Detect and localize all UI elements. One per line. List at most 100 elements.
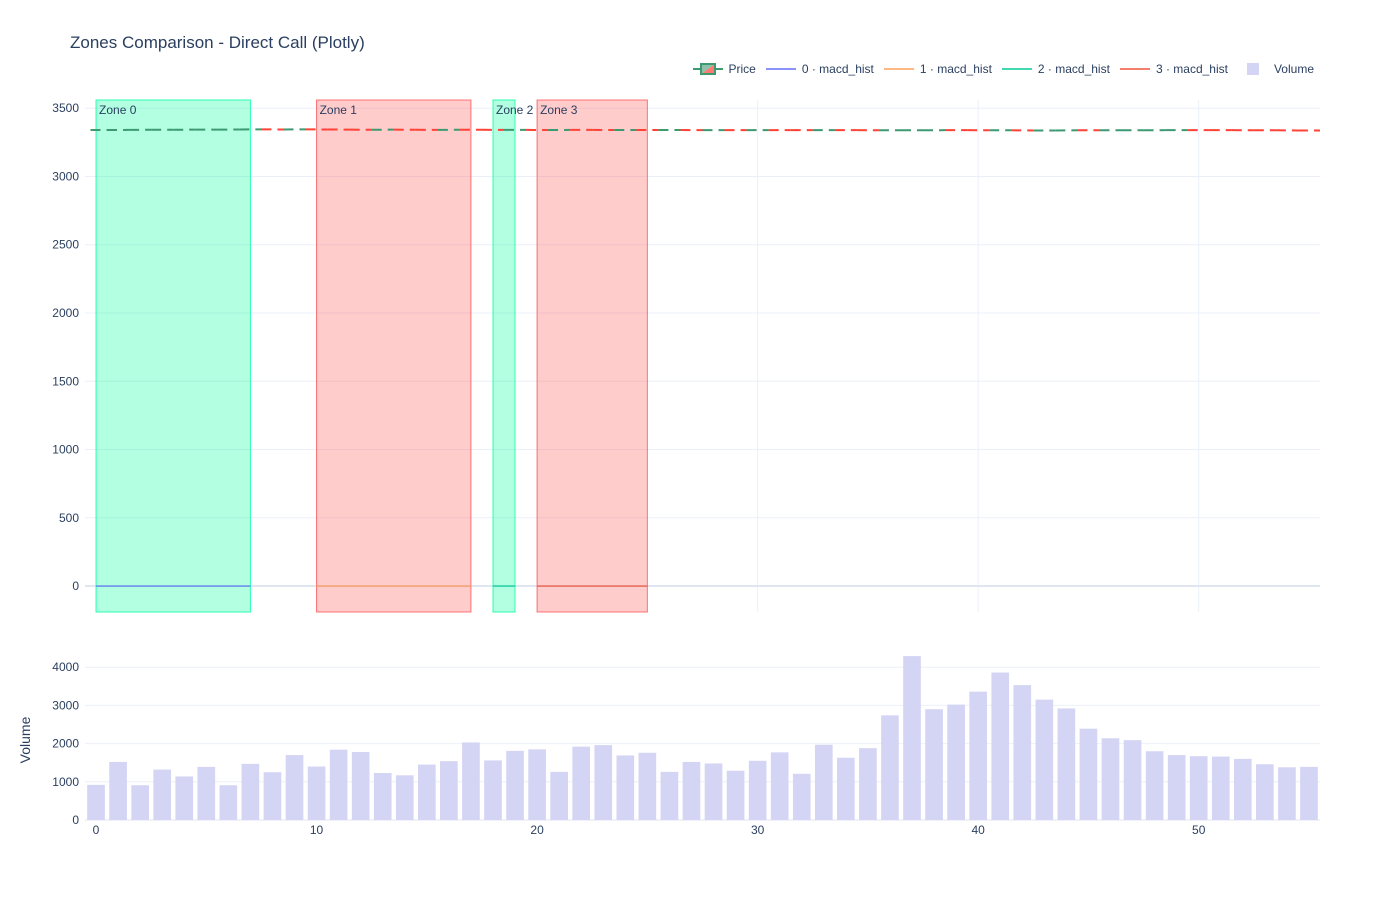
price-ytick-2000: 2000 bbox=[52, 306, 79, 320]
volume-bar-55 bbox=[1300, 766, 1318, 820]
legend-label-5: Volume bbox=[1273, 62, 1314, 76]
volume-bar-27 bbox=[682, 761, 701, 820]
volume-xtick-30: 30 bbox=[751, 823, 765, 837]
volume-bar-12 bbox=[351, 752, 370, 820]
volume-bar-8 bbox=[263, 772, 282, 820]
volume-bar-2 bbox=[131, 785, 149, 820]
legend-item-1[interactable]: 0 · macd_hist bbox=[765, 62, 874, 76]
volume-bar-51 bbox=[1211, 756, 1230, 820]
volume-bar-23 bbox=[594, 745, 613, 820]
legend-label-3: 2 · macd_hist bbox=[1037, 62, 1110, 76]
volume-ytick-0: 0 bbox=[72, 813, 79, 827]
volume-bar-4 bbox=[175, 776, 194, 820]
legend-item-5[interactable]: Volume bbox=[1238, 62, 1314, 76]
volume-xtick-0: 0 bbox=[93, 823, 100, 837]
legend-label-4: 3 · macd_hist bbox=[1155, 62, 1228, 76]
volume-bar-24 bbox=[616, 755, 635, 820]
price-ytick-2500: 2500 bbox=[52, 238, 79, 252]
volume-bar-42 bbox=[1013, 685, 1032, 820]
legend-label-2: 1 · macd_hist bbox=[919, 62, 992, 76]
volume-bar-17 bbox=[462, 742, 480, 820]
zone-label-2: Zone 2 bbox=[496, 103, 534, 117]
volume-bar-9 bbox=[285, 755, 304, 820]
volume-bar-15 bbox=[418, 764, 436, 820]
volume-bar-1 bbox=[109, 761, 127, 820]
volume-bar-29 bbox=[726, 770, 745, 820]
zone-label-1: Zone 1 bbox=[320, 103, 358, 117]
zone-rect-1 bbox=[316, 99, 472, 613]
legend-item-3[interactable]: 2 · macd_hist bbox=[1001, 62, 1110, 76]
legend-swatch-5 bbox=[1246, 63, 1259, 75]
volume-bar-49 bbox=[1167, 755, 1186, 820]
volume-bar-22 bbox=[572, 746, 591, 820]
volume-bar-33 bbox=[814, 744, 833, 820]
legend-label-1: 0 · macd_hist bbox=[801, 62, 874, 76]
volume-bar-50 bbox=[1189, 756, 1208, 820]
volume-bar-35 bbox=[859, 748, 877, 820]
volume-bar-13 bbox=[373, 773, 392, 820]
volume-bar-31 bbox=[770, 752, 789, 820]
price-ytick-0: 0 bbox=[72, 579, 79, 593]
volume-bar-18 bbox=[484, 760, 502, 820]
volume-xtick-40: 40 bbox=[971, 823, 985, 837]
volume-bar-40 bbox=[969, 691, 987, 820]
volume-bar-11 bbox=[329, 749, 348, 820]
volume-bar-21 bbox=[550, 771, 568, 820]
legend-item-2[interactable]: 1 · macd_hist bbox=[883, 62, 992, 76]
volume-bar-54 bbox=[1278, 767, 1296, 820]
volume-bar-20 bbox=[528, 749, 546, 820]
legend-item-4[interactable]: 3 · macd_hist bbox=[1119, 62, 1228, 76]
volume-bar-16 bbox=[440, 761, 458, 820]
volume-bar-10 bbox=[307, 766, 326, 820]
chart-title: Zones Comparison - Direct Call (Plotly) bbox=[70, 33, 365, 52]
volume-bar-25 bbox=[638, 752, 657, 820]
legend-swatch-3 bbox=[1001, 68, 1032, 70]
volume-xtick-10: 10 bbox=[310, 823, 324, 837]
volume-bar-7 bbox=[241, 763, 260, 820]
volume-bar-19 bbox=[506, 750, 524, 820]
volume-bar-34 bbox=[837, 757, 855, 820]
legend-swatch-2 bbox=[883, 68, 914, 70]
zone-label-0: Zone 0 bbox=[99, 103, 137, 117]
volume-bar-46 bbox=[1101, 738, 1120, 820]
volume-bar-26 bbox=[660, 771, 679, 820]
volume-bar-48 bbox=[1145, 751, 1164, 820]
volume-bar-37 bbox=[903, 656, 921, 820]
volume-bar-47 bbox=[1123, 740, 1142, 820]
volume-ytick-2000: 2000 bbox=[52, 737, 79, 751]
volume-bar-0 bbox=[87, 784, 105, 820]
price-ytick-1500: 1500 bbox=[52, 374, 79, 388]
volume-bar-44 bbox=[1057, 708, 1076, 820]
price-ytick-3500: 3500 bbox=[52, 101, 79, 115]
volume-bar-32 bbox=[792, 773, 811, 820]
volume-xtick-50: 50 bbox=[1192, 823, 1206, 837]
volume-bar-45 bbox=[1079, 728, 1098, 820]
legend-swatch-0 bbox=[692, 63, 723, 75]
volume-bar-52 bbox=[1233, 758, 1252, 820]
zone-label-3: Zone 3 bbox=[540, 103, 578, 117]
legend-swatch-4 bbox=[1119, 68, 1150, 70]
volume-bar-41 bbox=[991, 672, 1010, 820]
zone-rect-3 bbox=[536, 99, 648, 613]
volume-bar-43 bbox=[1035, 699, 1054, 820]
volume-xtick-20: 20 bbox=[530, 823, 544, 837]
volume-ytick-3000: 3000 bbox=[52, 698, 79, 712]
zone-rect-0 bbox=[95, 99, 251, 613]
zone-rect-2 bbox=[492, 99, 516, 613]
volume-ytick-1000: 1000 bbox=[52, 775, 79, 789]
volume-bar-6 bbox=[219, 785, 238, 820]
price-ytick-3000: 3000 bbox=[52, 169, 79, 183]
volume-bar-38 bbox=[925, 709, 943, 820]
volume-ytick-4000: 4000 bbox=[52, 660, 79, 674]
legend-item-0[interactable]: Price bbox=[692, 62, 756, 76]
volume-bar-28 bbox=[704, 763, 723, 820]
price-ytick-500: 500 bbox=[59, 511, 79, 525]
volume-bar-53 bbox=[1256, 764, 1274, 820]
volume-bar-14 bbox=[395, 775, 414, 820]
volume-bar-39 bbox=[947, 704, 965, 820]
volume-bar-5 bbox=[197, 766, 216, 820]
volume-bar-36 bbox=[881, 715, 899, 820]
legend[interactable]: Price 0 · macd_hist 1 · macd_hist 2 · macd_… bbox=[692, 62, 1314, 76]
legend-label-0: Price bbox=[728, 62, 756, 76]
